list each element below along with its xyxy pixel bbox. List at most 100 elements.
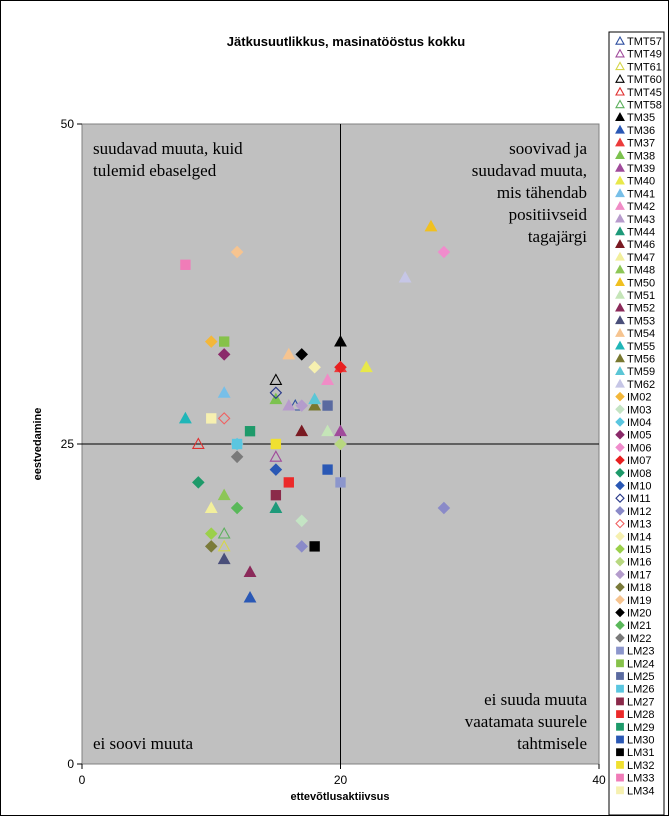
legend-label-im06: IM06	[627, 442, 651, 454]
data-point-tm35	[334, 334, 347, 347]
legend-label-tmt45: TMT45	[627, 87, 662, 99]
legend-marker-lm25	[616, 672, 624, 680]
data-point-lm24	[219, 336, 230, 347]
legend-marker-lm30	[616, 735, 624, 744]
legend-label-im13: IM13	[627, 519, 651, 531]
data-point-im05	[217, 348, 231, 361]
legend-marker-tm51	[615, 289, 625, 299]
legend-label-tm44: TM44	[627, 227, 655, 239]
legend-label-im19: IM19	[627, 595, 651, 607]
data-point-tm48	[217, 488, 231, 501]
legend-label-tm62: TM62	[627, 379, 655, 391]
legend-marker-im03	[615, 404, 625, 415]
legend-label-im02: IM02	[627, 392, 651, 404]
legend-label-lm31: LM31	[627, 747, 655, 759]
legend-label-tm53: TM53	[627, 315, 655, 327]
legend-label-tm48: TM48	[627, 265, 655, 277]
y-axis-ticks: 0 25 50	[61, 117, 82, 771]
data-point-im02	[204, 335, 218, 348]
legend-label-lm28: LM28	[627, 709, 655, 721]
legend-marker-tm43	[615, 213, 625, 223]
legend-marker-lm32	[616, 761, 624, 769]
legend-label-tm43: TM43	[627, 214, 655, 226]
data-point-lm32	[270, 438, 282, 450]
legend-label-tm52: TM52	[627, 303, 655, 315]
legend-marker-tm42	[615, 200, 625, 210]
legend-marker-im12	[615, 506, 625, 516]
legend-marker-lm33	[616, 773, 624, 782]
legend-label-tmt57: TMT57	[627, 36, 662, 48]
legend-marker-im18	[615, 582, 625, 592]
legend-marker-tm46	[615, 239, 625, 248]
data-point-tm43	[282, 398, 296, 411]
legend-marker-tmt57	[615, 35, 625, 45]
legend-label-im15: IM15	[627, 544, 651, 556]
legend-marker-tm54	[615, 327, 625, 337]
legend-label-tm56: TM56	[627, 354, 655, 366]
legend-marker-tm59	[615, 366, 625, 375]
legend-label-im03: IM03	[627, 404, 651, 416]
legend-marker-tm41	[615, 188, 625, 198]
legend-label-tm41: TM41	[627, 188, 655, 200]
legend-marker-tmt49	[615, 48, 625, 58]
data-point-im07	[334, 360, 347, 374]
data-point-tm46	[295, 424, 309, 437]
data-point-lm31	[309, 541, 320, 552]
data-point-tm56	[308, 398, 322, 411]
legend-label-lm25: LM25	[627, 671, 655, 683]
data-point-im20	[295, 348, 309, 361]
legend-marker-im19	[615, 595, 625, 605]
data-point-im12	[437, 501, 451, 515]
legend-label-im20: IM20	[627, 608, 651, 620]
legend-label-im07: IM07	[627, 455, 651, 467]
data-point-im19	[230, 245, 244, 259]
legend-marker-im17	[615, 569, 625, 580]
quadrant-label-bottom-right: vaatamata suurele	[465, 712, 587, 731]
legend-label-tm38: TM38	[627, 150, 655, 162]
legend-marker-lm26	[616, 684, 624, 693]
legend-marker-im06	[615, 442, 625, 453]
data-point-im14	[308, 360, 321, 374]
legend-marker-im05	[615, 429, 625, 440]
data-point-im16	[334, 437, 347, 451]
data-point-lm23	[335, 477, 346, 488]
legend-marker-im14	[615, 531, 625, 542]
legend-marker-tm44	[615, 226, 625, 236]
data-point-tm53	[217, 552, 231, 565]
legend-marker-tm47	[615, 251, 625, 261]
legend-marker-tmt45	[615, 86, 625, 96]
data-point-im13	[217, 412, 231, 425]
legend-marker-tm62	[615, 378, 625, 388]
legend-label-im05: IM05	[627, 430, 651, 442]
legend: TMT57TMT49TMT61TMT60TMT45TMT58TM35TM36TM…	[615, 35, 662, 797]
legend-label-tmt49: TMT49	[627, 49, 662, 61]
data-point-lm29	[244, 426, 256, 437]
legend-marker-tm37	[615, 137, 625, 147]
x-tick-label: 0	[79, 773, 86, 787]
legend-label-tm51: TM51	[627, 290, 655, 302]
legend-marker-lm28	[616, 710, 624, 719]
legend-marker-tmt60	[615, 73, 625, 83]
legend-label-im04: IM04	[627, 417, 651, 429]
legend-marker-tmt61	[615, 61, 625, 71]
data-point-im06	[437, 245, 451, 259]
data-point-lm34	[206, 413, 217, 424]
legend-marker-im10	[615, 480, 625, 491]
data-point-im22	[230, 450, 244, 464]
quadrant-label-top-right: suudavad muuta,	[472, 161, 587, 180]
data-point-tm54	[282, 347, 296, 360]
legend-label-tm40: TM40	[627, 176, 655, 188]
data-point-im17	[295, 399, 309, 412]
chart-title: Jätkusuutlikkus, masinatööstus kokku	[227, 34, 465, 49]
legend-marker-tmt58	[615, 99, 625, 109]
quadrant-label-bottom-right: ei suuda muuta	[484, 690, 587, 709]
legend-label-tmt60: TMT60	[627, 74, 662, 86]
legend-marker-tm36	[615, 124, 625, 134]
legend-label-im12: IM12	[627, 506, 651, 518]
legend-label-im17: IM17	[627, 569, 651, 581]
legend-marker-lm24	[616, 659, 624, 668]
legend-marker-im16	[615, 556, 625, 567]
y-tick-label: 50	[61, 117, 75, 131]
legend-label-lm26: LM26	[627, 684, 655, 696]
